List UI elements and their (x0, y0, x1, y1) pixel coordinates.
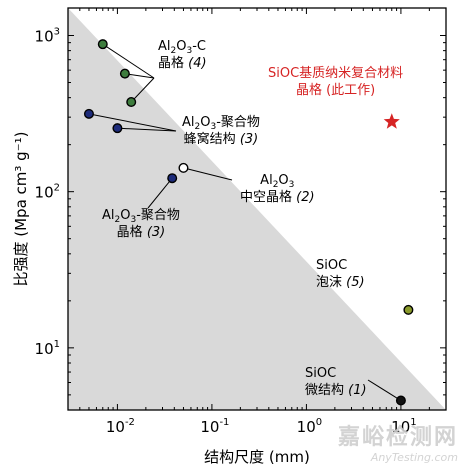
leader-line (183, 167, 233, 181)
leader-line (147, 177, 173, 209)
annotation-honeycomb-label: 蜂窝结构 (183, 132, 236, 147)
x-tick-label: 101 (391, 417, 416, 436)
annotation-al2o3c-label: 晶格 (158, 56, 185, 71)
watermark-url: AnyTesting.com (370, 451, 458, 464)
annotation-foam: SiOC 泡沫 (5) (316, 257, 365, 291)
annotation-this-work: SiOC基质纳米复合材料 晶格 (此工作) (268, 65, 403, 99)
data-point-star (383, 113, 400, 129)
annotation-microstructure: SiOC 微结构 (1) (305, 365, 367, 399)
leader-line (88, 113, 177, 132)
x-tick-label: 100 (297, 417, 322, 436)
y-tick-label: 101 (35, 339, 60, 358)
y-axis-label: 比强度 (Mpa cm³ g⁻¹) (12, 132, 30, 287)
annotation-honeycomb-ref: (3) (239, 132, 259, 147)
annotation-honeycomb-formula: Al2O3-聚合物 (182, 115, 260, 132)
leader-line (102, 43, 155, 79)
shaded-region (68, 8, 446, 410)
annotation-polymer-lattice-ref: (3) (146, 225, 166, 240)
x-tick-label: 10-2 (106, 417, 135, 436)
annotation-hollow-ref: (2) (296, 190, 315, 205)
annotation-microstructure-formula: SiOC (305, 366, 337, 381)
annotation-hollow: Al2O3 中空晶格 (2) (240, 172, 315, 206)
annotation-foam-ref: (5) (346, 275, 365, 290)
annotation-microstructure-label: 微结构 (305, 383, 345, 398)
data-point (83, 108, 94, 119)
watermark: 嘉峪检测网 AnyTesting.com (338, 419, 458, 464)
watermark-title: 嘉峪检测网 (337, 425, 458, 450)
leader-line (117, 127, 177, 132)
annotation-polymer-lattice-label: 晶格 (116, 225, 143, 240)
annotation-al2o3c: Al2O3-C 晶格 (4) (158, 38, 207, 72)
data-point (119, 68, 130, 79)
annotation-al2o3c-formula: Al2O3-C (158, 39, 206, 56)
annotation-polymer-lattice-formula: Al2O3-聚合物 (102, 208, 180, 225)
annotation-polymer-lattice: Al2O3-聚合物 晶格 (3) (102, 207, 180, 241)
data-points (83, 39, 414, 406)
leader-line (367, 379, 402, 401)
data-point (167, 173, 178, 184)
leader-line (130, 77, 155, 103)
y-tick-label: 102 (35, 183, 60, 202)
y-tick-label: 103 (35, 27, 60, 46)
data-point (403, 304, 414, 315)
annotation-this-work-line1: SiOC基质纳米复合材料 (268, 66, 404, 81)
annotation-this-work-line2: 晶格 (此工作) (295, 83, 376, 98)
leader-lines (88, 43, 402, 401)
annotation-hollow-formula: Al2O3 (260, 173, 295, 190)
annotation-al2o3c-ref: (4) (188, 56, 207, 71)
axis-ticks (67, 8, 447, 411)
data-point (178, 162, 189, 173)
annotation-foam-label: 泡沫 (316, 275, 343, 290)
data-point (97, 39, 108, 50)
x-tick-label: 10-1 (200, 417, 229, 436)
data-point (112, 123, 123, 134)
data-point (126, 97, 137, 108)
annotation-hollow-label: 中空晶格 (240, 190, 293, 205)
tick-labels: 10-2 10-1 100 101 101 102 103 (35, 27, 417, 436)
annotation-foam-formula: SiOC (316, 258, 348, 273)
annotation-honeycomb: Al2O3-聚合物 蜂窝结构 (3) (182, 114, 260, 148)
x-axis-label: 结构尺度 (mm) (204, 448, 310, 466)
annotation-microstructure-ref: (1) (348, 383, 367, 398)
data-point (395, 395, 406, 406)
